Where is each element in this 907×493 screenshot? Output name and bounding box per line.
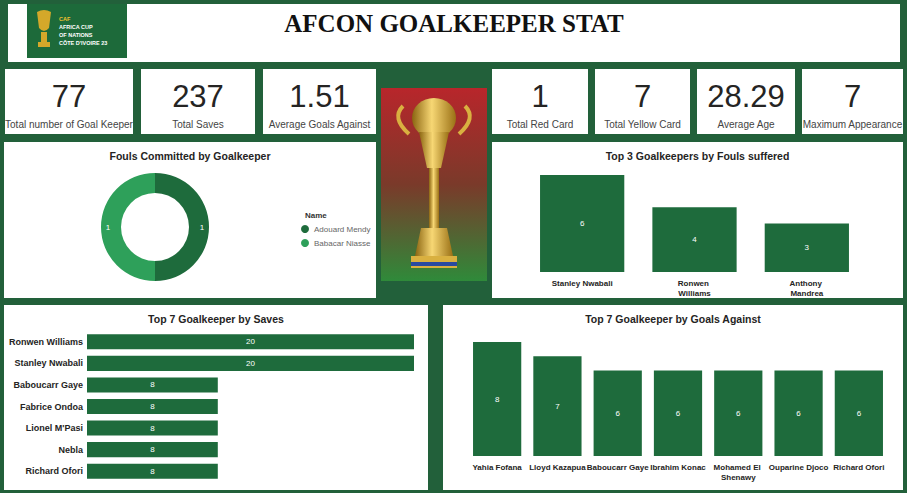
html-text:7: 7 [843, 79, 862, 114]
svg-text:Babacar Niasse: Babacar Niasse [314, 239, 371, 248]
svg-text:Adouard Mendy: Adouard Mendy [314, 225, 370, 234]
svg-text:Lionel M'Pasi: Lionel M'Pasi [26, 423, 83, 433]
html-text:Total number of Goal Keeper: Total number of Goal Keeper [5, 119, 133, 130]
svg-text:Name: Name [305, 211, 327, 220]
svg-text:20: 20 [246, 337, 255, 346]
html-text:77: 77 [51, 79, 87, 114]
svg-text:Top 7 Goalkeeper by Saves: Top 7 Goalkeeper by Saves [148, 313, 284, 325]
svg-text:8: 8 [150, 402, 155, 411]
svg-text:Shenawy: Shenawy [721, 473, 756, 482]
html-text:Total Saves: Total Saves [172, 119, 224, 130]
svg-text:1: 1 [106, 223, 111, 232]
svg-text:Mandrea: Mandrea [790, 289, 823, 298]
html-text:Total Red Card: Total Red Card [506, 119, 574, 130]
html-text:AFRICA CUP: AFRICA CUP [59, 24, 93, 30]
svg-text:Top 7 Goalkeeper by Goals Agai: Top 7 Goalkeeper by Goals Against [585, 313, 761, 325]
svg-text:8: 8 [150, 445, 155, 454]
svg-text:6: 6 [736, 409, 741, 418]
svg-text:8: 8 [495, 395, 500, 404]
svg-text:6: 6 [857, 409, 862, 418]
svg-text:Fabrice Ondoa: Fabrice Ondoa [20, 402, 84, 412]
svg-text:6: 6 [796, 409, 801, 418]
html-text:Maximum Appearance: Maximum Appearance [802, 119, 903, 130]
html-text:AFCON GOALKEEPER STAT: AFCON GOALKEEPER STAT [284, 10, 624, 37]
svg-text:Stanley Nwabali: Stanley Nwabali [552, 279, 613, 288]
html-text:Average Goals Against: Average Goals Against [268, 119, 371, 130]
html-text:CAF: CAF [59, 16, 71, 22]
html-text:CÔTE D'IVOIRE 23: CÔTE D'IVOIRE 23 [59, 40, 108, 46]
svg-text:6: 6 [615, 409, 620, 418]
svg-text:7: 7 [555, 402, 560, 411]
svg-text:Williams: Williams [678, 289, 711, 298]
html-text:OF NATIONS: OF NATIONS [59, 32, 93, 38]
html-text:1.51: 1.51 [289, 79, 350, 114]
svg-text:4: 4 [692, 235, 697, 244]
svg-text:Mohamed El: Mohamed El [714, 463, 763, 472]
html-text:Average Age: Average Age [717, 119, 775, 130]
svg-text:3: 3 [805, 243, 810, 252]
svg-text:Baboucarr Gaye: Baboucarr Gaye [13, 380, 83, 390]
svg-text:Richard Ofori: Richard Ofori [833, 463, 884, 472]
svg-text:Ibrahim Konac: Ibrahim Konac [650, 463, 706, 472]
svg-text:Anthony: Anthony [789, 279, 824, 288]
svg-text:Lloyd Kazapua: Lloyd Kazapua [529, 463, 586, 472]
svg-text:Ouparine Djoco: Ouparine Djoco [769, 463, 829, 472]
svg-text:Richard Ofori: Richard Ofori [25, 466, 83, 476]
svg-text:Stanley Nwabali: Stanley Nwabali [14, 358, 83, 368]
svg-text:Top 3 Goalkeepers by Fouls suf: Top 3 Goalkeepers by Fouls suffered [606, 150, 790, 162]
svg-text:Baboucarr Gaye: Baboucarr Gaye [587, 463, 649, 472]
html-text:7: 7 [633, 79, 652, 114]
svg-text:6: 6 [676, 409, 681, 418]
html-text:Total Yellow Card: Total Yellow Card [604, 119, 681, 130]
html-text:237: 237 [172, 79, 224, 114]
svg-text:8: 8 [150, 424, 155, 433]
svg-text:Fouls Committed by Goalkeeper: Fouls Committed by Goalkeeper [109, 150, 270, 162]
svg-text:8: 8 [150, 380, 155, 389]
svg-text:1: 1 [200, 223, 205, 232]
svg-text:Ronwen: Ronwen [678, 279, 711, 288]
svg-text:Yahia Fofana: Yahia Fofana [472, 463, 522, 472]
svg-text:Nebla: Nebla [58, 445, 84, 455]
html-text:1: 1 [531, 79, 549, 114]
svg-text:6: 6 [580, 219, 585, 228]
svg-text:Ronwen Williams: Ronwen Williams [9, 337, 83, 347]
html-text:28.29: 28.29 [707, 79, 785, 114]
svg-text:20: 20 [246, 359, 255, 368]
svg-text:8: 8 [150, 467, 155, 476]
